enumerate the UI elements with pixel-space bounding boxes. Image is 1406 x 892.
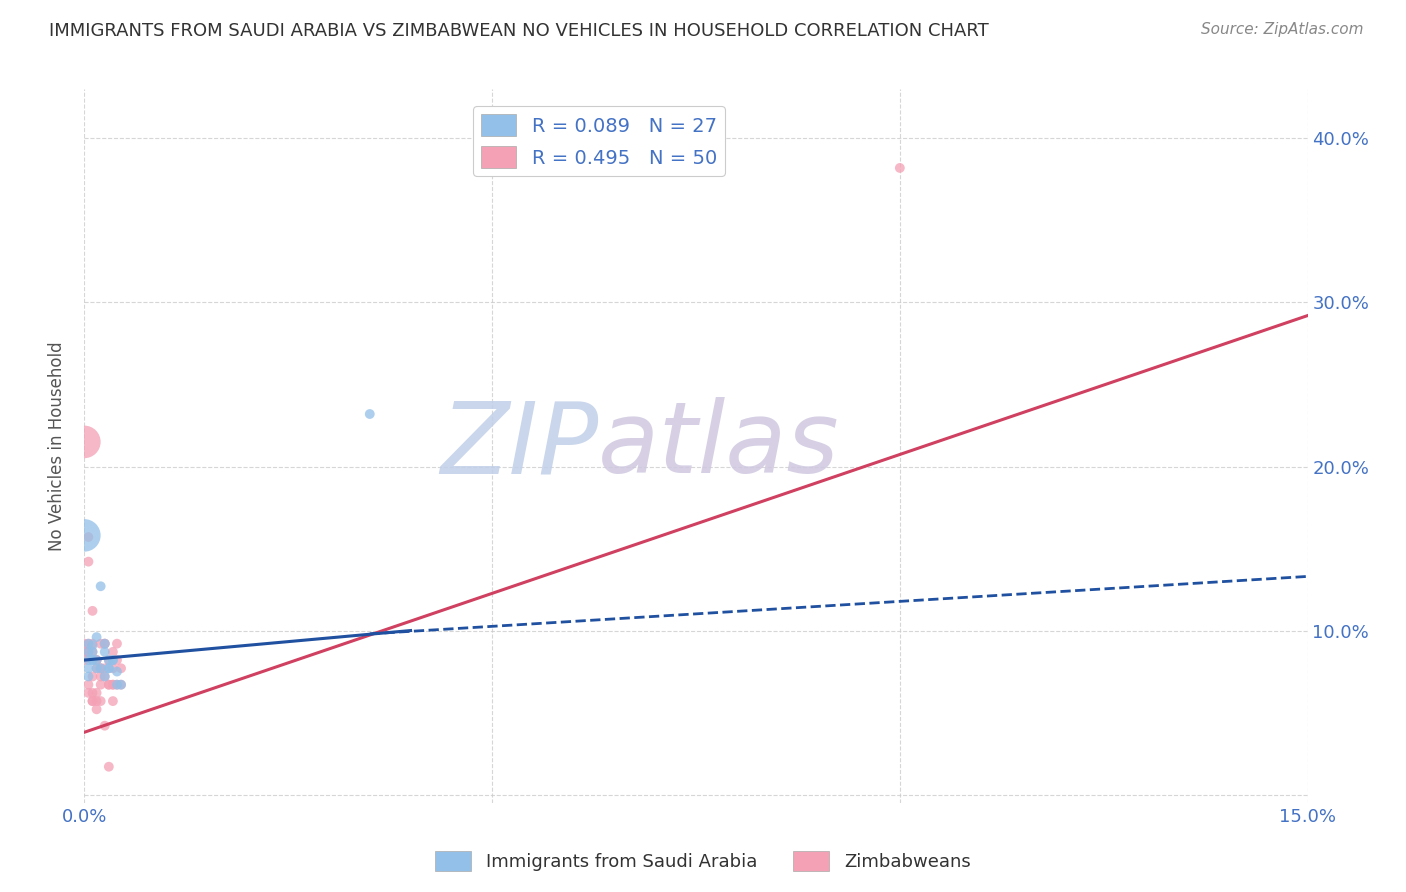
- Text: Source: ZipAtlas.com: Source: ZipAtlas.com: [1201, 22, 1364, 37]
- Point: [86, 653, 108, 667]
- Point: [101, 661, 124, 675]
- Point: [73, 637, 96, 651]
- Point: [82, 653, 104, 667]
- Y-axis label: No Vehicles in Household: No Vehicles in Household: [48, 341, 66, 551]
- Point: [77, 555, 100, 569]
- Point: [86, 661, 108, 675]
- Point: [110, 661, 132, 675]
- Point: [82, 604, 104, 618]
- Point: [86, 653, 108, 667]
- Point: [101, 678, 124, 692]
- Point: [101, 694, 124, 708]
- Point: [77, 637, 100, 651]
- Point: [77, 669, 100, 683]
- Point: [97, 760, 120, 774]
- Point: [86, 694, 108, 708]
- Point: [86, 702, 108, 716]
- Point: [82, 694, 104, 708]
- Point: [82, 686, 104, 700]
- Point: [77, 678, 100, 692]
- Point: [82, 645, 104, 659]
- Point: [77, 661, 100, 675]
- Point: [77, 645, 100, 659]
- Point: [359, 407, 381, 421]
- Point: [110, 678, 132, 692]
- Point: [101, 653, 124, 667]
- Point: [73, 434, 96, 449]
- Point: [86, 686, 108, 700]
- Point: [90, 678, 112, 692]
- Point: [73, 528, 96, 542]
- Point: [97, 678, 120, 692]
- Point: [105, 653, 128, 667]
- Point: [105, 637, 128, 651]
- Point: [77, 637, 100, 651]
- Point: [77, 645, 100, 659]
- Point: [93, 669, 115, 683]
- Point: [77, 653, 100, 667]
- Point: [93, 719, 115, 733]
- Point: [86, 630, 108, 644]
- Point: [889, 161, 911, 175]
- Point: [93, 645, 115, 659]
- Point: [105, 665, 128, 679]
- Point: [97, 678, 120, 692]
- Point: [97, 661, 120, 675]
- Point: [97, 653, 120, 667]
- Point: [93, 661, 115, 675]
- Point: [82, 694, 104, 708]
- Legend: R = 0.089   N = 27, R = 0.495   N = 50: R = 0.089 N = 27, R = 0.495 N = 50: [474, 106, 724, 177]
- Point: [82, 637, 104, 651]
- Point: [101, 645, 124, 659]
- Legend: Immigrants from Saudi Arabia, Zimbabweans: Immigrants from Saudi Arabia, Zimbabwean…: [427, 844, 979, 879]
- Point: [101, 678, 124, 692]
- Point: [93, 637, 115, 651]
- Point: [110, 678, 132, 692]
- Point: [90, 661, 112, 675]
- Text: ZIP: ZIP: [440, 398, 598, 494]
- Point: [93, 669, 115, 683]
- Point: [77, 530, 100, 544]
- Point: [105, 678, 128, 692]
- Point: [90, 661, 112, 675]
- Text: IMMIGRANTS FROM SAUDI ARABIA VS ZIMBABWEAN NO VEHICLES IN HOUSEHOLD CORRELATION : IMMIGRANTS FROM SAUDI ARABIA VS ZIMBABWE…: [49, 22, 988, 40]
- Point: [90, 669, 112, 683]
- Point: [97, 653, 120, 667]
- Point: [73, 645, 96, 659]
- Point: [90, 694, 112, 708]
- Point: [82, 645, 104, 659]
- Point: [90, 661, 112, 675]
- Point: [97, 661, 120, 675]
- Point: [101, 653, 124, 667]
- Point: [77, 686, 100, 700]
- Point: [82, 653, 104, 667]
- Point: [90, 637, 112, 651]
- Point: [82, 638, 104, 652]
- Point: [77, 645, 100, 659]
- Point: [93, 637, 115, 651]
- Point: [90, 579, 112, 593]
- Point: [82, 669, 104, 683]
- Point: [105, 678, 128, 692]
- Point: [86, 661, 108, 675]
- Point: [93, 637, 115, 651]
- Text: atlas: atlas: [598, 398, 839, 494]
- Point: [73, 653, 96, 667]
- Point: [86, 653, 108, 667]
